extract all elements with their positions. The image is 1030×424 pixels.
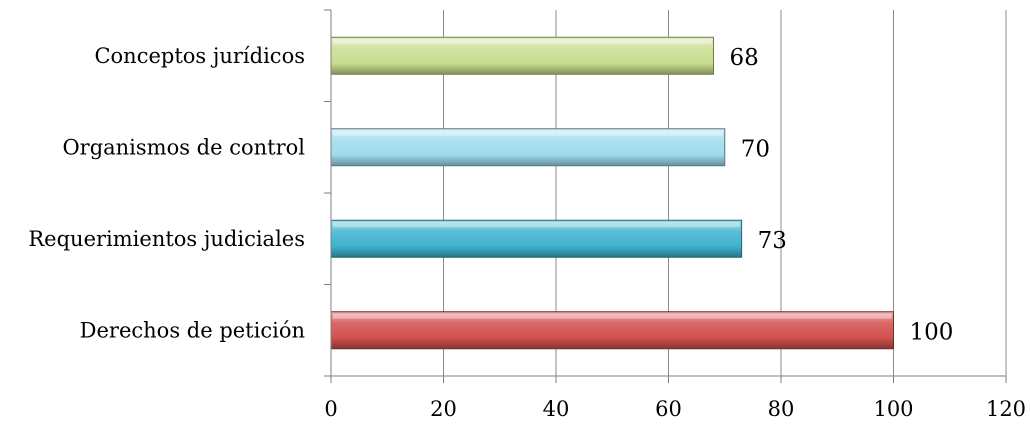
data-label-2: 70: [741, 136, 770, 162]
x-tick-label-120: 120: [986, 397, 1026, 421]
category-label-4: Derechos de petición: [80, 318, 305, 342]
category-label-2: Organismos de control: [62, 135, 305, 159]
labels: Conceptos jurídicos 68 Organismos de contr…: [28, 44, 1026, 421]
bar-3: [330, 219, 743, 258]
bar-4: [330, 311, 894, 350]
axes: [324, 9, 1007, 383]
bar-1: [330, 36, 714, 75]
x-tick-label-100: 100: [873, 397, 913, 421]
data-label-3: 73: [758, 228, 787, 254]
x-tick-label-20: 20: [430, 397, 457, 421]
bar-highlight-4: [333, 313, 892, 319]
data-label-4: 100: [910, 319, 954, 345]
category-label-1: Conceptos jurídicos: [94, 44, 305, 68]
bars: [330, 36, 894, 350]
x-tick-label-40: 40: [543, 397, 570, 421]
bar-highlight-2: [333, 130, 723, 136]
category-label-3: Requerimientos judiciales: [28, 227, 305, 251]
bar-highlight-1: [333, 39, 712, 45]
bar-highlight-3: [333, 222, 740, 228]
x-tick-label-80: 80: [768, 397, 795, 421]
x-tick-label-0: 0: [324, 397, 337, 421]
x-tick-label-60: 60: [655, 397, 682, 421]
data-label-1: 68: [730, 45, 759, 71]
